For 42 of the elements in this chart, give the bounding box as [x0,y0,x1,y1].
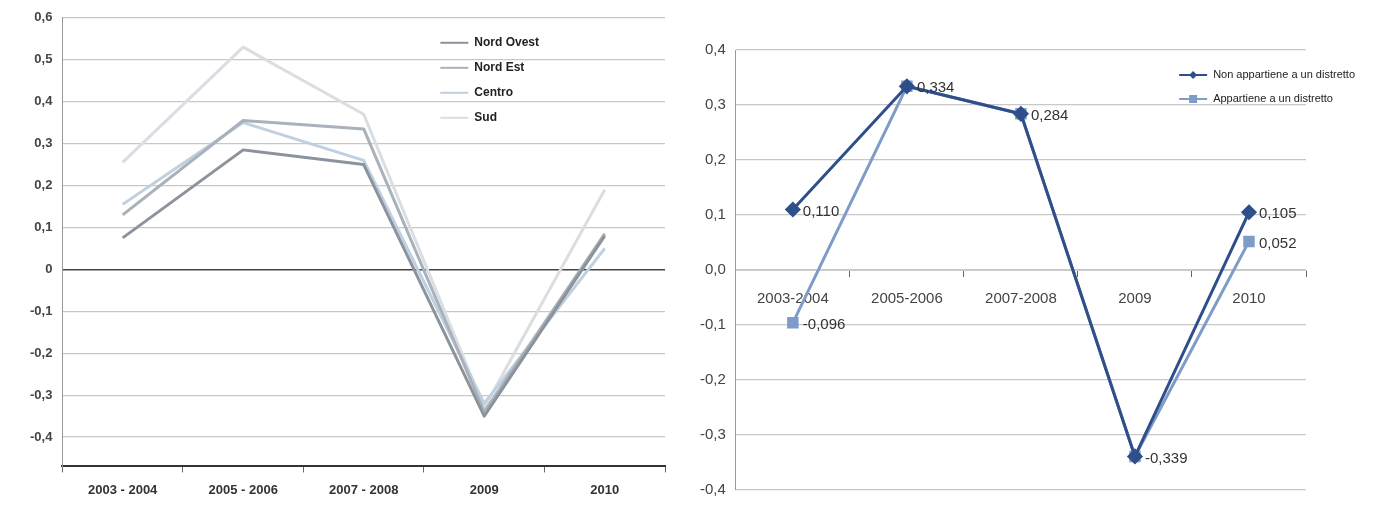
y-tick-label: 0,6 [34,9,53,25]
y-tick-label: 0,4 [704,40,726,58]
data-label: 0,284 [1030,105,1069,123]
y-tick-label: 0 [45,260,53,276]
y-tick-label: -0,4 [29,428,54,444]
x-tick-label: 2009 [1118,289,1152,307]
legend-label: Centro [474,85,513,100]
x-tick-label: 2007 - 2008 [329,481,399,497]
data-label: -0,096 [802,314,846,332]
x-tick-label: 2009 [469,481,499,497]
legend-label: Nord Est [474,60,525,75]
y-tick-label: -0,3 [699,425,726,443]
y-tick-label: 0,5 [34,51,53,67]
legend-label: Sud [474,110,497,125]
data-label: 0,334 [916,78,955,96]
x-tick-label: 2005 - 2006 [208,481,278,497]
y-tick-label: 0,3 [704,95,726,113]
y-tick-label: 0,4 [34,93,54,109]
x-tick-label: 2005-2006 [871,289,943,307]
data-label: 0,052 [1258,233,1297,251]
y-tick-label: -0,2 [699,370,726,388]
y-tick-label: 0,3 [34,135,53,151]
y-tick-label: 0,0 [704,260,726,278]
y-tick-label: 0,2 [34,177,53,193]
y-tick-label: 0,2 [704,150,726,168]
x-tick-label: 2007-2008 [985,289,1057,307]
y-tick-label: -0,4 [699,480,726,498]
legend-label: Nord Ovest [474,35,540,50]
legend-label: Appartiene a un distretto [1213,92,1333,105]
y-tick-label: -0,3 [29,386,53,402]
y-tick-label: -0,1 [699,315,726,333]
data-label: 0,110 [802,201,840,219]
data-label: 0,105 [1258,204,1297,222]
y-tick-label: 0,1 [34,219,53,234]
y-tick-label: -0,2 [29,344,53,360]
data-label: -0,339 [1144,448,1188,466]
y-tick-label: 0,1 [704,205,726,223]
x-tick-label: 2003 - 2004 [87,481,159,497]
x-tick-label: 2010 [1232,289,1266,307]
x-tick-label: 2010 [590,481,620,497]
legend-label: Non appartiene a un distretto [1213,68,1355,81]
y-tick-label: -0,1 [29,302,53,318]
